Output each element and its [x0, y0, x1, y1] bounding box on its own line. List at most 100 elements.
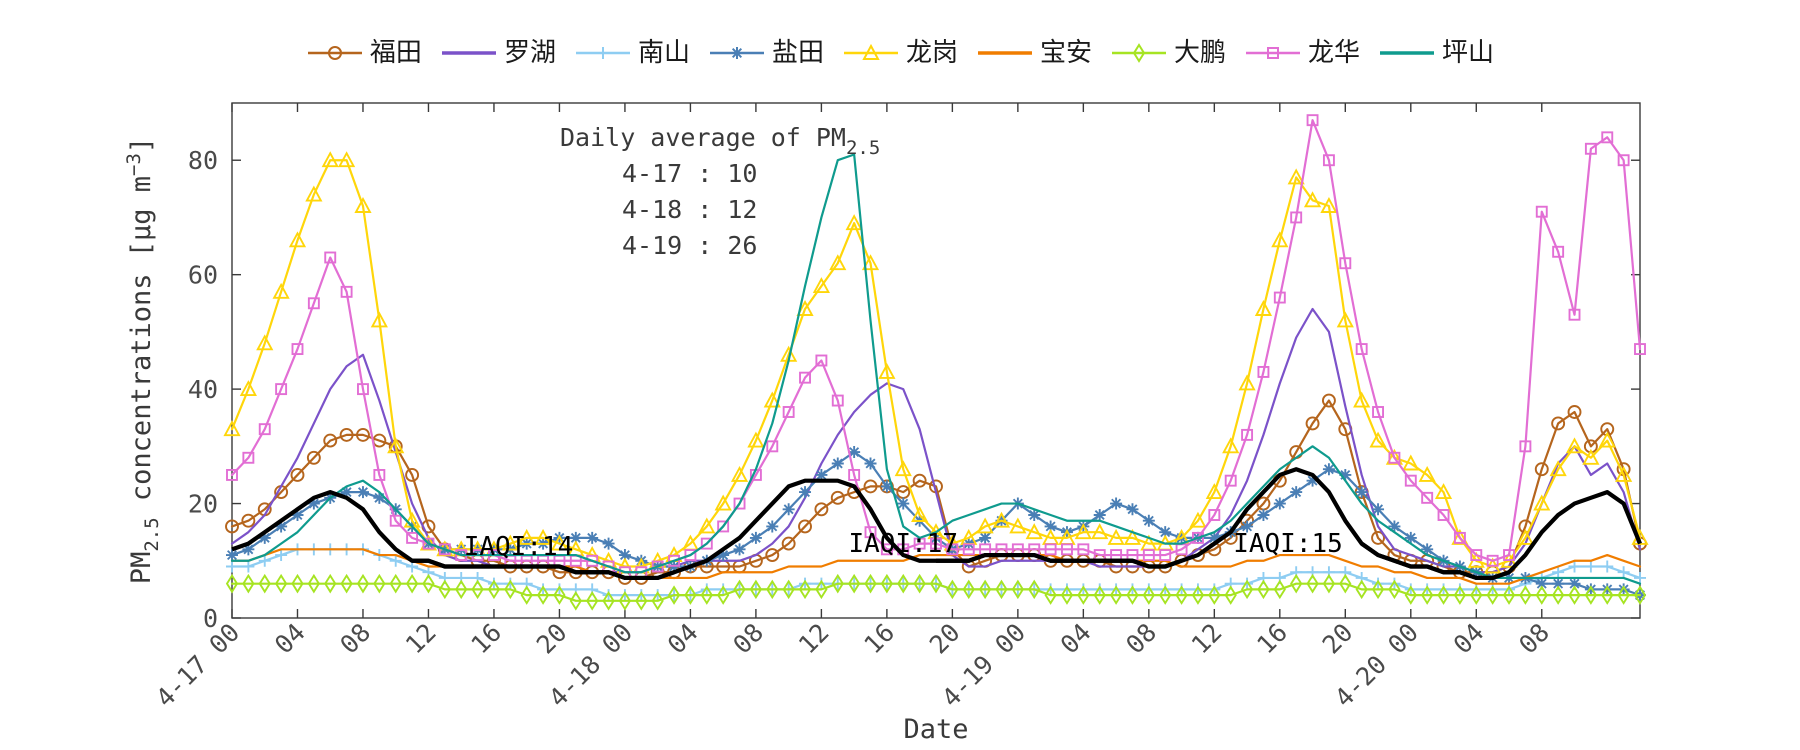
- star-marker-icon: [226, 549, 238, 562]
- diamond-marker-icon: [586, 591, 599, 611]
- star-marker-icon: [1421, 543, 1434, 556]
- legend-item-1[interactable]: 福田: [306, 40, 422, 66]
- square-marker-icon: [799, 371, 811, 384]
- diamond-marker-icon: [274, 573, 288, 594]
- square-marker-icon: [1159, 549, 1172, 562]
- circle-marker-icon: [781, 536, 796, 551]
- square-marker-icon: [668, 554, 680, 567]
- triangle-marker-icon: [992, 511, 1011, 528]
- circle-marker-icon: [765, 548, 780, 563]
- square-marker-icon: [307, 297, 320, 310]
- legend-item-label: 龙岗: [905, 38, 958, 68]
- star-marker-icon: [749, 531, 762, 544]
- star-marker-icon: [1028, 509, 1041, 521]
- x-tick-label: 20: [924, 618, 966, 660]
- legend-item-label: 宝安: [1040, 38, 1093, 68]
- legend-swatch: [842, 43, 900, 63]
- x-axis-label: Date: [903, 714, 968, 745]
- triangle-marker-icon: [911, 505, 929, 522]
- triangle-marker-icon: [730, 465, 749, 482]
- legend-swatch: [708, 43, 766, 63]
- star-marker-icon: [717, 549, 730, 562]
- square-marker-icon: [1404, 474, 1417, 487]
- x-tick-label: 08: [1120, 618, 1162, 660]
- square-marker-icon: [1208, 509, 1221, 521]
- star-marker-icon: [1273, 497, 1286, 510]
- legend-item-3[interactable]: 南山: [574, 40, 690, 66]
- square-marker-icon: [1388, 451, 1401, 464]
- legend-item-label: 福田: [369, 38, 422, 68]
- legend-swatch: [574, 43, 632, 63]
- star-marker-icon: [1093, 509, 1106, 521]
- diamond-marker-icon: [929, 573, 943, 594]
- star-marker-icon: [1568, 577, 1581, 590]
- legend-item-8[interactable]: 龙华: [1244, 40, 1360, 66]
- star-marker-icon: [275, 520, 288, 533]
- diamond-marker-icon: [487, 579, 501, 600]
- plus-marker-icon: [1552, 566, 1565, 579]
- star-marker-icon: [1142, 514, 1155, 527]
- star-marker-icon: [356, 486, 369, 499]
- x-tick-label: 04: [1055, 618, 1097, 660]
- square-marker-icon: [340, 285, 353, 298]
- square-marker-icon: [1224, 474, 1237, 487]
- circle-marker-icon: [1305, 416, 1320, 431]
- diamond-marker-icon: [1240, 579, 1254, 600]
- star-marker-icon: [1306, 474, 1319, 487]
- diamond-marker-icon: [242, 573, 255, 594]
- circle-marker-icon: [290, 467, 305, 482]
- square-marker-icon: [880, 543, 893, 556]
- diamond-marker-icon: [1175, 585, 1188, 605]
- x-tick-label: 16: [858, 618, 900, 660]
- square-marker-icon: [1192, 531, 1204, 544]
- square-marker-icon: [1568, 308, 1581, 321]
- legend-item-2[interactable]: 罗湖: [440, 40, 556, 66]
- triangle-marker-icon: [1254, 299, 1273, 316]
- triangle-marker-icon: [1091, 523, 1109, 540]
- square-marker-icon: [373, 468, 386, 481]
- average-mask: [936, 552, 1183, 569]
- diamond-marker-icon: [1404, 585, 1417, 605]
- legend-item-5[interactable]: 龙岗: [842, 40, 958, 66]
- y-tick-label: 0: [203, 604, 218, 633]
- diamond-marker-icon: [455, 579, 468, 600]
- square-marker-icon: [1142, 549, 1155, 562]
- legend-item-9[interactable]: 坪山: [1378, 40, 1494, 66]
- square-marker-icon: [1257, 365, 1270, 378]
- series-line: [230, 153, 1642, 585]
- triangle-marker-icon: [1336, 311, 1354, 328]
- square-marker-icon: [586, 554, 599, 567]
- diamond-marker-icon: [471, 579, 484, 600]
- square-marker-icon: [357, 383, 369, 396]
- square-marker-icon: [258, 423, 271, 436]
- iaqi-label-1: IAQI:14: [464, 532, 574, 562]
- triangle-marker-icon: [1205, 483, 1223, 500]
- square-marker-icon: [1519, 440, 1532, 453]
- diamond-marker-icon: [1519, 585, 1532, 605]
- triangle-marker-icon: [1271, 231, 1289, 248]
- diamond-marker-icon: [1306, 573, 1319, 594]
- star-marker-icon: [979, 531, 992, 544]
- legend-item-6[interactable]: 宝安: [976, 40, 1092, 66]
- square-marker-icon: [1535, 205, 1548, 218]
- diamond-marker-icon: [978, 579, 992, 600]
- star-marker-icon: [291, 509, 304, 521]
- star-marker-icon: [602, 537, 615, 550]
- legend-item-7[interactable]: 大鹏: [1110, 40, 1226, 66]
- diamond-marker-icon: [880, 573, 894, 594]
- diamond-marker-icon: [307, 573, 320, 594]
- diamond-marker-icon: [1132, 43, 1146, 63]
- triangle-marker-icon: [1549, 460, 1567, 477]
- square-marker-icon: [815, 354, 828, 367]
- triangle-marker-icon: [1287, 168, 1305, 185]
- diamond-marker-icon: [1633, 585, 1647, 605]
- square-marker-icon: [1273, 291, 1286, 304]
- x-tick-label: 04: [269, 618, 311, 660]
- legend-item-4[interactable]: 盐田: [708, 40, 824, 66]
- triangle-marker-icon: [1385, 448, 1404, 465]
- circle-marker-icon: [356, 427, 370, 442]
- triangle-marker-icon: [698, 517, 716, 534]
- star-marker-icon: [1110, 497, 1123, 510]
- circle-marker-icon: [1371, 530, 1385, 545]
- circle-marker-icon: [798, 519, 812, 534]
